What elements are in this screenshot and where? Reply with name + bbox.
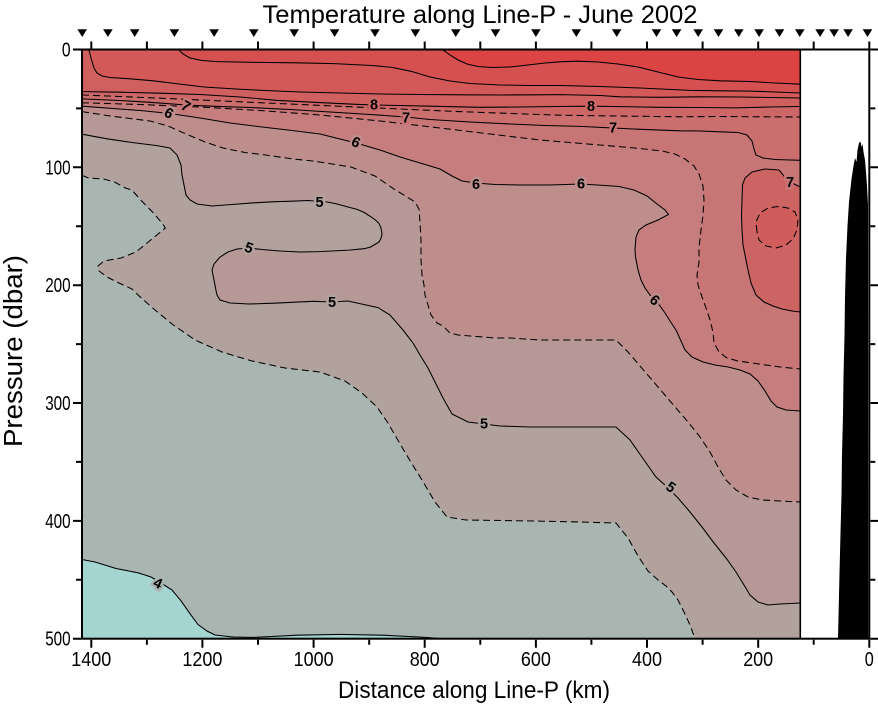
svg-text:800: 800 bbox=[410, 648, 440, 671]
svg-text:600: 600 bbox=[521, 648, 551, 671]
svg-text:7: 7 bbox=[402, 111, 410, 127]
svg-text:400: 400 bbox=[45, 510, 70, 533]
svg-text:Distance along Line-P (km): Distance along Line-P (km) bbox=[338, 677, 610, 704]
svg-text:400: 400 bbox=[632, 648, 662, 671]
svg-text:200: 200 bbox=[45, 274, 70, 297]
svg-text:500: 500 bbox=[45, 628, 70, 651]
svg-text:300: 300 bbox=[45, 392, 70, 415]
svg-text:200: 200 bbox=[743, 648, 773, 671]
svg-text:Temperature along Line-P - Jun: Temperature along Line-P - June 2002 bbox=[263, 1, 698, 29]
svg-text:6: 6 bbox=[472, 177, 480, 193]
svg-text:1000: 1000 bbox=[294, 648, 334, 671]
svg-text:1400: 1400 bbox=[71, 648, 111, 671]
svg-text:7: 7 bbox=[609, 121, 617, 137]
svg-text:5: 5 bbox=[328, 295, 336, 311]
svg-text:1200: 1200 bbox=[182, 648, 222, 671]
svg-text:6: 6 bbox=[577, 177, 585, 193]
svg-text:7: 7 bbox=[786, 175, 794, 191]
svg-text:Pressure (dbar): Pressure (dbar) bbox=[0, 255, 28, 447]
svg-text:5: 5 bbox=[315, 195, 323, 211]
svg-text:8: 8 bbox=[370, 98, 378, 114]
svg-text:0: 0 bbox=[865, 648, 874, 671]
svg-text:5: 5 bbox=[480, 417, 488, 433]
svg-text:100: 100 bbox=[45, 156, 70, 179]
svg-text:8: 8 bbox=[587, 99, 595, 115]
svg-text:0: 0 bbox=[62, 39, 71, 62]
